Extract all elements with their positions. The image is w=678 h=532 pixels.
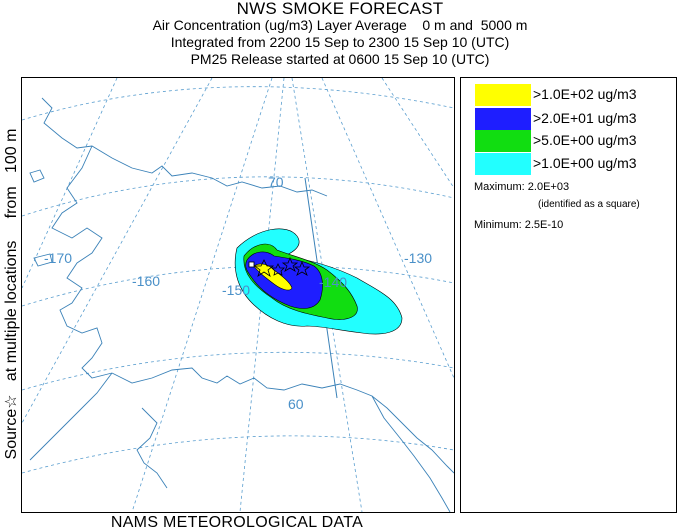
lon-line-160 bbox=[131, 78, 273, 512]
maximum-note: (identified as a square) bbox=[538, 199, 640, 210]
lon-label-160: -160 bbox=[132, 273, 160, 289]
release-line: PM25 Release started at 0600 15 Sep 10 (… bbox=[190, 51, 490, 67]
integration-line: Integrated from 2200 15 Sep to 2300 15 S… bbox=[170, 34, 510, 50]
legend-label: >5.0E+00 ug/m3 bbox=[533, 132, 637, 148]
legend-swatch-cyan bbox=[475, 153, 531, 175]
lat-label-60: 60 bbox=[288, 396, 304, 412]
peninsula-islands bbox=[136, 407, 168, 489]
lon-label-150: -150 bbox=[222, 282, 250, 298]
island-st-lawrence bbox=[33, 253, 53, 267]
source-star bbox=[293, 260, 311, 276]
island-west bbox=[29, 169, 45, 183]
coast-west bbox=[51, 145, 113, 379]
source-star bbox=[271, 263, 285, 276]
lat-line-75 bbox=[22, 86, 454, 121]
source-star bbox=[253, 259, 275, 277]
coastline bbox=[29, 97, 454, 512]
lat-line-55 bbox=[22, 435, 454, 474]
lon-line-120 bbox=[381, 78, 454, 189]
lon-label-140: -140 bbox=[319, 274, 347, 290]
lon-line-180 bbox=[22, 78, 118, 289]
minimum-value: Minimum: 2.5E-10 bbox=[474, 219, 564, 231]
lon-label-130: -130 bbox=[404, 250, 432, 266]
source-markers bbox=[253, 256, 311, 277]
source-label-text: Source☆ at multiple locations from 100 m bbox=[3, 128, 20, 460]
panhandle bbox=[371, 395, 451, 512]
maximum-value: Maximum: 2.0E+03 bbox=[474, 181, 570, 193]
legend-panel: >1.0E+02 ug/m3 >2.0E+01 ug/m3 >5.0E+00 u… bbox=[460, 77, 677, 513]
data-source-footer: NAMS METEOROLOGICAL DATA bbox=[110, 514, 364, 531]
source-star bbox=[281, 256, 299, 272]
lat-line-60 bbox=[22, 351, 454, 391]
legend-swatch-green bbox=[475, 130, 531, 152]
maximum-square bbox=[248, 261, 255, 268]
legend-label: >1.0E+00 ug/m3 bbox=[533, 155, 637, 171]
legend-label: >2.0E+01 ug/m3 bbox=[533, 110, 637, 126]
forecast-title: NWS SMOKE FORECAST bbox=[236, 0, 444, 18]
lat-line-70 bbox=[22, 176, 454, 217]
map-panel: 70 60 -170 -160 -150 -140 -130 bbox=[21, 77, 455, 513]
lon-line-130 bbox=[321, 78, 454, 379]
legend-swatch-yellow bbox=[475, 84, 531, 106]
legend-label: >1.0E+02 ug/m3 bbox=[533, 86, 637, 102]
legend-swatch-blue bbox=[475, 108, 531, 130]
concentration-line: Air Concentration (ug/m3) Layer Average … bbox=[152, 17, 528, 33]
coast-south bbox=[111, 367, 454, 474]
coast-north bbox=[41, 97, 328, 197]
alaska-map: 70 60 -170 -160 -150 -140 -130 bbox=[22, 78, 454, 512]
lon-line-140 bbox=[291, 78, 363, 512]
lon-label-170: -170 bbox=[44, 250, 72, 266]
aleutians bbox=[29, 372, 113, 461]
source-label: Source☆ at multiple locations from 100 m bbox=[0, 76, 22, 512]
title-block: NWS SMOKE FORECAST Air Concentration (ug… bbox=[20, 0, 660, 68]
lat-label-70: 70 bbox=[268, 174, 284, 190]
